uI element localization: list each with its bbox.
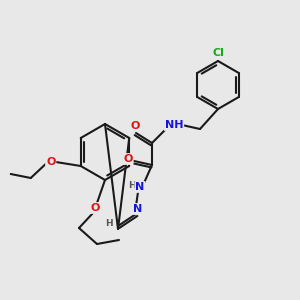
Text: H: H — [128, 182, 136, 190]
Text: O: O — [123, 154, 133, 164]
Text: O: O — [46, 157, 56, 167]
Text: N: N — [135, 182, 145, 192]
Text: Cl: Cl — [212, 48, 224, 58]
Text: N: N — [134, 204, 142, 214]
Text: O: O — [90, 203, 100, 213]
Text: H: H — [105, 220, 113, 229]
Text: O: O — [130, 121, 140, 131]
Text: NH: NH — [165, 120, 183, 130]
